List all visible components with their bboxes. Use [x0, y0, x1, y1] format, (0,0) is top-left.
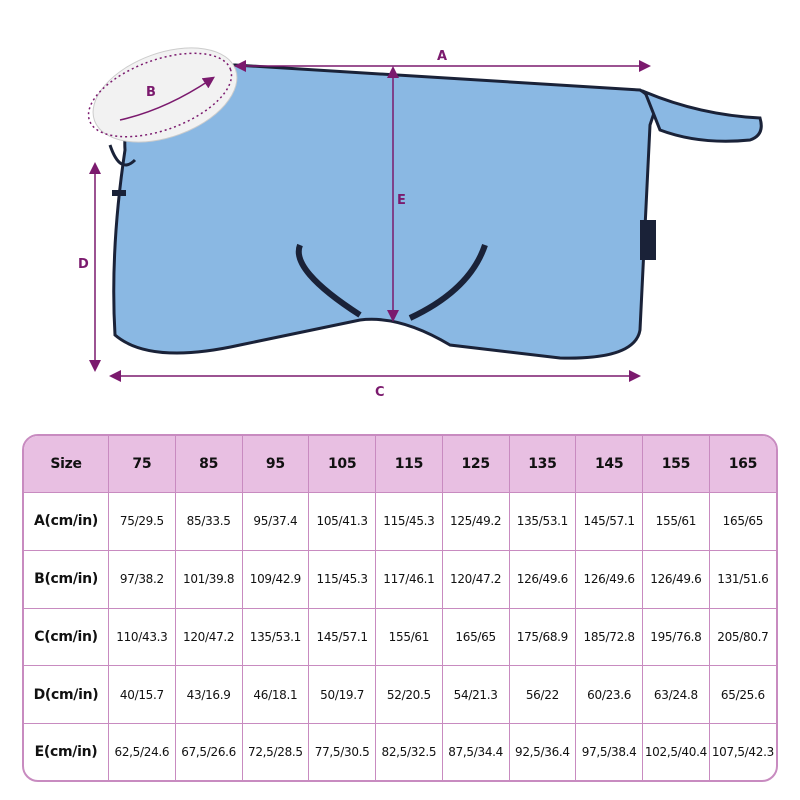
table-cell: 120/47.2 — [174, 607, 243, 667]
table-cell: 185/72.8 — [575, 607, 643, 667]
blanket-illustration: A B C D E — [78, 47, 763, 400]
table-cell: 54/21.3 — [441, 665, 510, 725]
label-e: E — [397, 193, 406, 208]
table-cell: 82,5/32.5 — [375, 723, 443, 780]
table-cell: 67,5/26.6 — [174, 723, 243, 780]
table-cell: 62,5/24.6 — [108, 723, 176, 780]
size-column-header: 155 — [642, 436, 710, 493]
table-cell: 126/49.6 — [642, 549, 710, 609]
belly-strap — [295, 243, 362, 318]
row-label: D(cm/in) — [24, 665, 109, 725]
table-cell: 63/24.8 — [642, 665, 710, 725]
table-cell: 135/53.1 — [508, 492, 577, 551]
tail-flap — [642, 89, 763, 143]
table-cell: 85/33.5 — [174, 492, 243, 551]
table-row: B(cm/in) 97/38.2 101/39.8 109/42.9 115/45.3 1… — [24, 549, 776, 609]
table-cell: 135/53.1 — [241, 607, 310, 667]
row-label: E(cm/in) — [24, 723, 109, 780]
table-cell: 95/37.4 — [241, 492, 310, 551]
table-cell: 145/57.1 — [308, 607, 376, 667]
table-cell: 105/41.3 — [308, 492, 376, 551]
table-cell: 52/20.5 — [375, 665, 443, 725]
size-column-header: 95 — [241, 436, 310, 493]
table-row: D(cm/in) 40/15.7 43/16.9 46/18.1 50/19.7 52/2… — [24, 665, 776, 725]
table-cell: 40/15.7 — [108, 665, 176, 725]
table-cell: 110/43.3 — [108, 607, 176, 667]
size-header: Size — [24, 436, 109, 493]
size-table: Size 75 85 95 105 115 125 135 145 155 165 A(cm/in)… — [24, 436, 776, 780]
table-cell: 145/57.1 — [575, 492, 643, 551]
size-column-header: 125 — [441, 436, 510, 493]
table-cell: 50/19.7 — [308, 665, 376, 725]
table-row: C(cm/in) 110/43.3 120/47.2 135/53.1 145/57.1… — [24, 607, 776, 667]
table-cell: 165/65 — [708, 492, 776, 551]
table-cell: 72,5/28.5 — [241, 723, 310, 780]
table-cell: 120/47.2 — [441, 549, 510, 609]
size-column-header: 115 — [375, 436, 443, 493]
table-cell: 195/76.8 — [642, 607, 710, 667]
table-cell: 126/49.6 — [508, 549, 577, 609]
table-cell: 97,5/38.4 — [575, 723, 643, 780]
table-cell: 87,5/34.4 — [441, 723, 510, 780]
table-cell: 92,5/36.4 — [508, 723, 577, 780]
label-b: B — [146, 85, 156, 100]
size-chart: Size 75 85 95 105 115 125 135 145 155 165 A(cm/in)… — [22, 434, 778, 782]
table-cell: 56/22 — [508, 665, 577, 725]
label-a: A — [437, 49, 447, 64]
table-cell: 107,5/42.3 — [708, 723, 776, 780]
table-cell: 77,5/30.5 — [308, 723, 376, 780]
size-column-header: 165 — [708, 436, 776, 493]
table-cell: 60/23.6 — [575, 665, 643, 725]
table-cell: 102,5/40.4 — [642, 723, 710, 780]
table-cell: 115/45.3 — [308, 549, 376, 609]
table-cell: 125/49.2 — [441, 492, 510, 551]
table-cell: 117/46.1 — [375, 549, 443, 609]
size-column-header: 105 — [308, 436, 376, 493]
size-column-header: 135 — [508, 436, 577, 493]
label-d: D — [78, 257, 89, 272]
table-cell: 109/42.9 — [241, 549, 310, 609]
row-label: B(cm/in) — [24, 549, 109, 609]
size-column-header: 85 — [174, 436, 243, 493]
table-cell: 165/65 — [441, 607, 510, 667]
table-cell: 126/49.6 — [575, 549, 643, 609]
dimension-b-line — [87, 52, 233, 138]
table-row: A(cm/in) 75/29.5 85/33.5 95/37.4 105/41.3 115… — [24, 492, 776, 551]
table-cell: 43/16.9 — [174, 665, 243, 725]
table-cell: 205/80.7 — [708, 607, 776, 667]
table-cell: 46/18.1 — [241, 665, 310, 725]
size-column-header: 75 — [108, 436, 176, 493]
table-cell: 175/68.9 — [508, 607, 577, 667]
label-c: C — [375, 385, 385, 400]
row-label: C(cm/in) — [24, 607, 109, 667]
size-column-header: 145 — [575, 436, 643, 493]
table-cell: 115/45.3 — [375, 492, 443, 551]
table-cell: 155/61 — [642, 492, 710, 551]
table-cell: 97/38.2 — [108, 549, 176, 609]
table-row: E(cm/in) 62,5/24.6 67,5/26.6 72,5/28.5 77,5/… — [24, 723, 776, 780]
table-cell: 101/39.8 — [174, 549, 243, 609]
table-cell: 65/25.6 — [708, 665, 776, 725]
table-cell: 155/61 — [375, 607, 443, 667]
table-cell: 75/29.5 — [108, 492, 176, 551]
belly-strap — [408, 244, 488, 321]
row-label: A(cm/in) — [24, 492, 109, 551]
table-cell: 131/51.6 — [708, 549, 776, 609]
